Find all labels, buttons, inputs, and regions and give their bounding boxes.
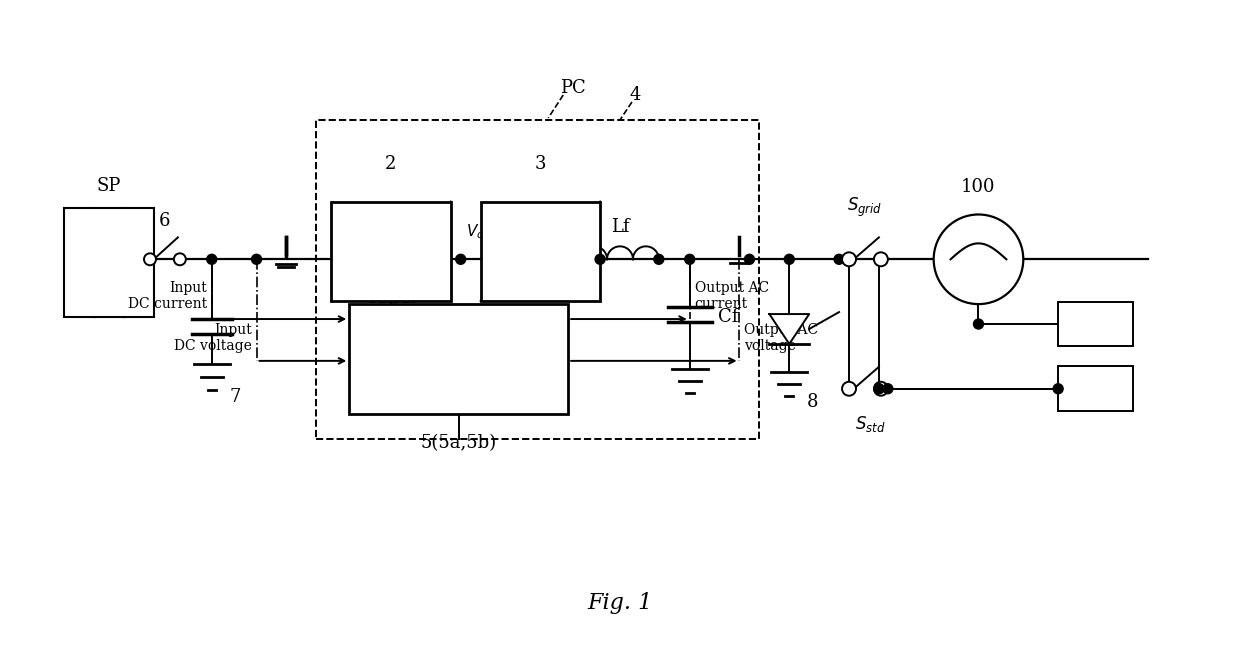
Text: Lf: Lf (611, 218, 629, 237)
Text: $V_{dc}$: $V_{dc}$ (466, 223, 491, 241)
Circle shape (973, 319, 983, 329)
Circle shape (744, 254, 754, 264)
Text: 100: 100 (961, 178, 996, 196)
Text: load1: load1 (1074, 317, 1117, 331)
Bar (350, 304, 568, 414)
Text: 2: 2 (386, 155, 397, 173)
Text: Output AC
current: Output AC current (694, 281, 769, 311)
Circle shape (874, 384, 884, 393)
Bar (481, 202, 600, 301)
Circle shape (595, 254, 605, 264)
Circle shape (844, 384, 854, 393)
Circle shape (653, 254, 663, 264)
Text: Output
DC voltage: Output DC voltage (352, 293, 430, 323)
Text: DC: DC (409, 276, 433, 290)
Text: AC: AC (502, 212, 525, 227)
Circle shape (684, 254, 694, 264)
Text: SP: SP (97, 177, 122, 194)
Circle shape (874, 382, 888, 395)
Text: $S_{grid}$: $S_{grid}$ (847, 196, 883, 219)
Text: Cf: Cf (718, 308, 738, 326)
Bar (64, 208, 154, 317)
Text: 5(5a,5b): 5(5a,5b) (420, 434, 497, 453)
Text: 3: 3 (534, 155, 546, 173)
Bar (1058, 302, 1133, 347)
Polygon shape (769, 314, 810, 344)
Circle shape (883, 384, 893, 393)
Text: $S_{std}$: $S_{std}$ (854, 414, 885, 434)
Circle shape (842, 252, 856, 266)
Bar (316, 120, 759, 438)
Text: PC: PC (560, 79, 587, 97)
Circle shape (785, 254, 795, 264)
Circle shape (144, 253, 156, 266)
Circle shape (1053, 384, 1063, 393)
Text: Input
DC voltage: Input DC voltage (174, 323, 252, 353)
Text: DC: DC (558, 276, 582, 290)
Circle shape (874, 254, 884, 264)
Text: Output AC
voltage: Output AC voltage (744, 323, 818, 353)
Text: load2: load2 (1074, 382, 1117, 396)
Circle shape (835, 254, 844, 264)
Circle shape (874, 252, 888, 266)
Text: 7: 7 (229, 387, 241, 406)
Circle shape (455, 254, 466, 264)
Text: 4: 4 (629, 86, 641, 104)
Text: Fig. 1: Fig. 1 (588, 592, 652, 614)
Circle shape (874, 384, 884, 393)
Circle shape (207, 254, 217, 264)
Circle shape (934, 214, 1023, 304)
Text: Input
DC current: Input DC current (128, 281, 207, 311)
Circle shape (842, 382, 856, 395)
Text: 6: 6 (159, 212, 171, 231)
Bar (1058, 366, 1133, 411)
Text: Control unit: Control unit (403, 350, 515, 368)
Circle shape (252, 254, 262, 264)
Text: 8: 8 (807, 393, 818, 411)
Circle shape (174, 253, 186, 266)
Text: DC: DC (353, 212, 377, 227)
Bar (331, 202, 450, 301)
